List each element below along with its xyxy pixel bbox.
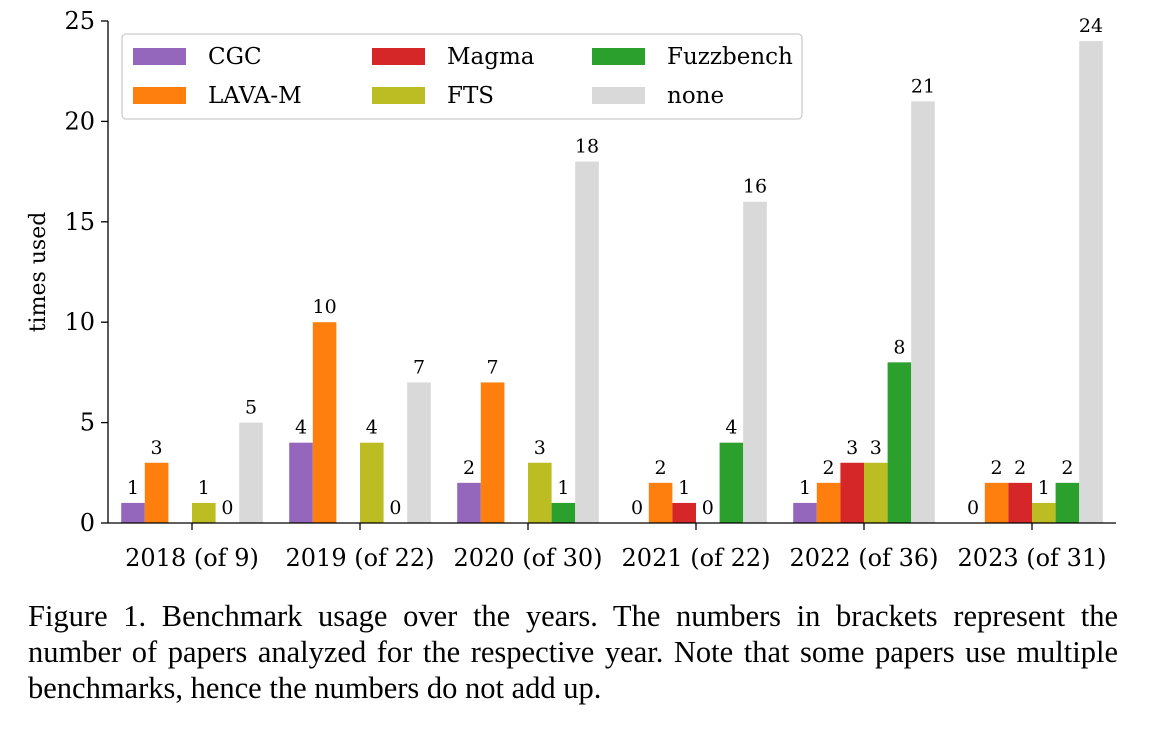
data-label-fts-3: 0 bbox=[702, 497, 714, 519]
legend-label-fts: FTS bbox=[447, 83, 494, 109]
y-ticks: 0 5 10 15 20 25 bbox=[64, 7, 108, 537]
data-label-none-2: 18 bbox=[575, 136, 599, 158]
data-label-none-1: 7 bbox=[413, 356, 425, 378]
data-label-magma-3: 1 bbox=[678, 477, 690, 499]
data-label-lava-m-4: 2 bbox=[823, 457, 835, 479]
data-label-none-0: 5 bbox=[245, 397, 257, 419]
bar-cgc-0 bbox=[121, 502, 145, 523]
figure-caption: Figure 1. Benchmark usage over the years… bbox=[28, 599, 1118, 705]
y-tick-label-0: 0 bbox=[80, 509, 95, 537]
y-axis-label: times used bbox=[26, 212, 51, 333]
bar-fts-4 bbox=[864, 462, 888, 523]
bar-magma-5 bbox=[1008, 482, 1032, 523]
data-label-fuzzbench-5: 2 bbox=[1061, 457, 1073, 479]
data-label-cgc-2: 2 bbox=[463, 457, 475, 479]
bar-lava-m-2 bbox=[480, 382, 505, 523]
x-tick-label-2: 2020 (of 30) bbox=[454, 544, 603, 572]
x-ticks: 2018 (of 9) 2019 (of 22) 2020 (of 30) 2021 … bbox=[125, 523, 1106, 572]
bar-cgc-4 bbox=[793, 502, 817, 523]
bar-fuzzbench-2 bbox=[551, 502, 576, 523]
data-label-fts-4: 3 bbox=[870, 437, 882, 459]
data-label-fuzzbench-4: 8 bbox=[893, 336, 905, 358]
data-label-magma-5: 2 bbox=[1014, 457, 1026, 479]
legend-swatch-lava-m bbox=[133, 87, 186, 104]
bars-layer bbox=[121, 41, 1103, 523]
y-tick-label-20: 20 bbox=[64, 107, 95, 135]
data-label-none-3: 16 bbox=[743, 176, 767, 198]
bar-none-4 bbox=[911, 101, 935, 523]
bar-none-1 bbox=[407, 382, 431, 523]
legend-label-none: none bbox=[667, 83, 724, 109]
bar-none-3 bbox=[743, 201, 767, 523]
data-label-cgc-3: 0 bbox=[631, 497, 643, 519]
legend-swatch-cgc bbox=[133, 48, 186, 65]
x-tick-label-4: 2022 (of 36) bbox=[790, 544, 939, 572]
x-tick-label-3: 2021 (of 22) bbox=[622, 544, 771, 572]
bar-magma-3 bbox=[672, 502, 696, 523]
x-tick-label-1: 2019 (of 22) bbox=[286, 544, 435, 572]
data-label-cgc-1: 4 bbox=[295, 417, 307, 439]
legend-label-lava-m: LAVA-M bbox=[208, 83, 302, 109]
data-label-lava-m-1: 10 bbox=[313, 296, 337, 318]
legend-label-fuzzbench: Fuzzbench bbox=[667, 44, 793, 70]
bar-fuzzbench-5 bbox=[1055, 482, 1080, 523]
bar-lava-m-1 bbox=[312, 322, 337, 523]
data-label-none-4: 21 bbox=[911, 75, 935, 97]
bar-cgc-1 bbox=[289, 442, 313, 523]
data-label-cgc-4: 1 bbox=[799, 477, 811, 499]
bar-none-2 bbox=[575, 161, 599, 523]
legend-label-cgc: CGC bbox=[208, 44, 262, 70]
bar-lava-m-3 bbox=[648, 482, 673, 523]
bar-none-0 bbox=[239, 422, 263, 523]
bar-fts-2 bbox=[528, 462, 552, 523]
y-tick-label-10: 10 bbox=[64, 308, 95, 336]
data-label-fuzzbench-3: 4 bbox=[725, 417, 737, 439]
legend-swatch-fuzzbench bbox=[592, 48, 645, 65]
bar-magma-4 bbox=[840, 462, 864, 523]
bar-lava-m-5 bbox=[984, 482, 1009, 523]
y-tick-label-25: 25 bbox=[64, 7, 95, 35]
legend-swatch-magma bbox=[372, 48, 425, 65]
data-label-none-5: 24 bbox=[1079, 15, 1103, 37]
bar-lava-m-0 bbox=[144, 462, 169, 523]
data-label-cgc-0: 1 bbox=[127, 477, 139, 499]
data-label-lava-m-3: 2 bbox=[655, 457, 667, 479]
axes bbox=[107, 21, 1116, 524]
data-label-magma-4: 3 bbox=[846, 437, 858, 459]
data-label-fts-1: 4 bbox=[366, 417, 378, 439]
data-label-fuzzbench-0: 0 bbox=[221, 497, 233, 519]
y-tick-label-5: 5 bbox=[80, 409, 95, 437]
bar-fts-5 bbox=[1032, 502, 1056, 523]
data-label-cgc-5: 0 bbox=[967, 497, 979, 519]
bar-fts-0 bbox=[192, 502, 216, 523]
bar-fts-1 bbox=[360, 442, 384, 523]
x-tick-label-0: 2018 (of 9) bbox=[125, 544, 259, 572]
bar-lava-m-4 bbox=[816, 482, 841, 523]
data-label-fts-2: 3 bbox=[534, 437, 546, 459]
data-label-lava-m-5: 2 bbox=[991, 457, 1003, 479]
data-label-fts-0: 1 bbox=[198, 477, 210, 499]
data-label-fuzzbench-2: 1 bbox=[557, 477, 569, 499]
legend: CGC LAVA-M Magma FTS Fuzzbench none bbox=[121, 33, 803, 120]
y-tick-label-15: 15 bbox=[64, 208, 95, 236]
data-label-fts-5: 1 bbox=[1038, 477, 1050, 499]
bar-cgc-2 bbox=[457, 482, 481, 523]
bar-none-5 bbox=[1079, 41, 1103, 523]
legend-label-magma: Magma bbox=[447, 44, 535, 70]
bar-fuzzbench-4 bbox=[887, 362, 912, 523]
data-label-lava-m-0: 3 bbox=[151, 437, 163, 459]
legend-swatch-fts bbox=[372, 87, 425, 104]
x-tick-label-5: 2023 (of 31) bbox=[958, 544, 1107, 572]
legend-swatch-none bbox=[592, 87, 645, 104]
data-label-fuzzbench-1: 0 bbox=[389, 497, 401, 519]
bar-fuzzbench-3 bbox=[719, 442, 744, 523]
data-label-lava-m-2: 7 bbox=[487, 356, 499, 378]
